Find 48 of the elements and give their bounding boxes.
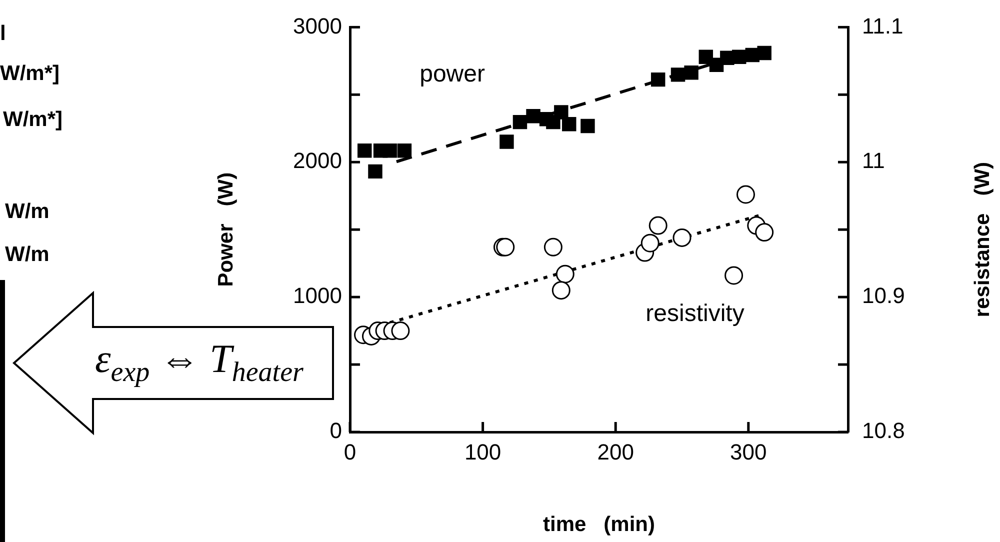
x-tick-label: 200 (597, 439, 634, 464)
text: W/m (5, 200, 50, 224)
point (554, 105, 568, 120)
point (556, 264, 574, 284)
point (736, 185, 755, 204)
point (357, 144, 372, 158)
y-tick-label: 1000 (293, 283, 342, 308)
point (368, 164, 382, 179)
series-label: resistivity (646, 300, 744, 327)
point (397, 144, 412, 158)
y-tick-label: 2000 (293, 148, 342, 174)
point (670, 68, 686, 82)
text: W/m*] (3, 108, 62, 132)
x-tick-label: 300 (730, 439, 767, 464)
y2-tick-label: 10.9 (862, 283, 905, 308)
point (544, 238, 562, 256)
point (500, 134, 514, 149)
point (382, 144, 397, 158)
point (724, 266, 744, 285)
y2-axis-title: resistance (W) (970, 162, 994, 318)
y2-tick-label: 11 (862, 148, 885, 174)
series-label: power (420, 60, 485, 88)
point (580, 118, 595, 134)
point (755, 223, 774, 242)
point (562, 116, 576, 132)
point (391, 322, 410, 340)
point (640, 234, 660, 252)
text: W/m (5, 243, 50, 267)
point (648, 216, 668, 235)
y-tick-label: 3000 (293, 13, 342, 38)
text: W/m*] (0, 62, 60, 86)
point (526, 109, 540, 124)
point (512, 114, 528, 130)
point (496, 238, 515, 256)
y2-tick-label: 10.8 (862, 418, 905, 444)
x-tick-label: 100 (464, 439, 502, 464)
point (552, 281, 570, 300)
point (757, 46, 772, 60)
y2-tick-label: 11.1 (862, 13, 904, 38)
text: ε$_{exp}$ ⇔ T$_{heater}$ (95, 335, 304, 389)
y-axis-title: Power (W) (214, 172, 238, 287)
text: l (0, 22, 6, 46)
x-axis-title: time (min) (542, 513, 656, 536)
point (684, 66, 698, 80)
point (732, 50, 746, 64)
y-tick-label: 0 (330, 418, 342, 444)
point (672, 228, 692, 247)
point (650, 72, 666, 87)
